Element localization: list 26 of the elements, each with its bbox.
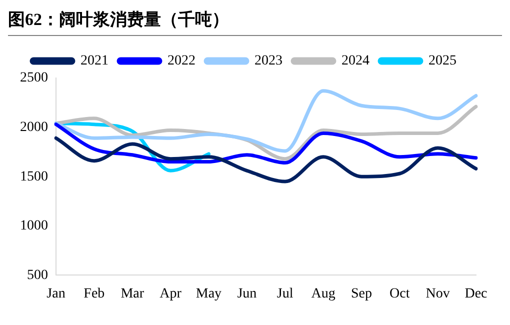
legend-label: 2024 <box>342 54 370 69</box>
x-tick-label: Feb <box>84 286 105 302</box>
line-series <box>54 89 478 153</box>
x-tick-label: Jul <box>276 286 294 302</box>
x-tick-label: Mar <box>120 286 144 302</box>
x-tick-label: Oct <box>390 286 410 302</box>
legend-label: 2021 <box>80 54 108 69</box>
x-tick-label: May <box>196 286 222 302</box>
line-series <box>54 122 478 165</box>
x-tick-label: Nov <box>426 286 450 302</box>
x-tick-label: Jun <box>237 286 257 302</box>
legend-label: 2025 <box>428 54 456 69</box>
y-tick-label: 1000 <box>20 218 48 234</box>
line-series <box>54 136 478 184</box>
x-tick-label: Dec <box>464 286 488 302</box>
y-tick-label: 1500 <box>20 169 48 184</box>
x-tick-label: Sep <box>350 286 372 302</box>
x-tick-label: Apr <box>160 286 182 302</box>
x-tick-label: Aug <box>311 286 336 302</box>
y-tick-label: 2000 <box>20 120 48 135</box>
y-tick-label: 2500 <box>20 70 48 86</box>
y-tick-label: 500 <box>27 268 48 283</box>
legend-label: 2022 <box>168 54 196 69</box>
legend-label: 2023 <box>254 54 282 69</box>
chart-title: 图62：阔叶浆消费量（千吨） <box>8 8 502 36</box>
x-tick-label: Jan <box>46 286 66 302</box>
